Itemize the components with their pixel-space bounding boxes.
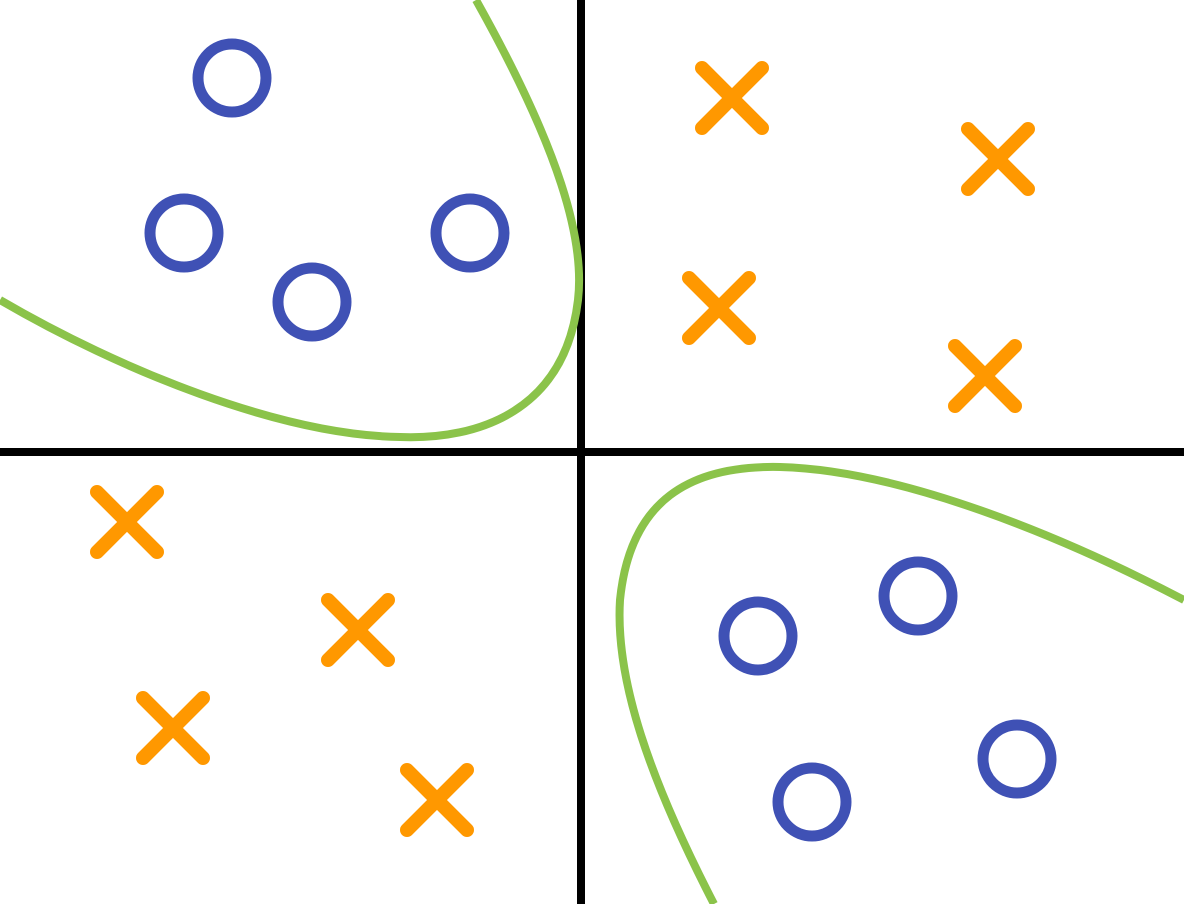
circle-marker-icon — [772, 762, 852, 842]
circle-marker-icon — [144, 193, 224, 273]
cross-stroke — [682, 271, 756, 345]
circle-marker-icon — [878, 556, 958, 636]
cross-stroke — [90, 485, 164, 559]
circle-marker-icon — [430, 193, 510, 273]
circle-marker-icon — [272, 262, 352, 342]
data-points — [90, 38, 1057, 842]
cross-stroke — [695, 61, 769, 135]
circle-marker-icon — [192, 38, 272, 118]
cross-stroke — [136, 691, 210, 765]
decision-boundary-bottom-right — [615, 462, 1184, 904]
cross-marker-icon — [695, 61, 769, 135]
decision-boundary-top-left — [0, 0, 584, 442]
cross-marker-icon — [682, 271, 756, 345]
cross-stroke — [321, 593, 395, 667]
cross-stroke — [961, 122, 1035, 196]
cross-marker-icon — [400, 763, 474, 837]
cross-marker-icon — [321, 593, 395, 667]
circle-marker-icon — [977, 719, 1057, 799]
cross-marker-icon — [961, 122, 1035, 196]
cross-marker-icon — [948, 339, 1022, 413]
cross-marker-icon — [136, 691, 210, 765]
cross-marker-icon — [90, 485, 164, 559]
cross-stroke — [400, 763, 474, 837]
cross-stroke — [948, 339, 1022, 413]
circle-marker-icon — [718, 596, 798, 676]
